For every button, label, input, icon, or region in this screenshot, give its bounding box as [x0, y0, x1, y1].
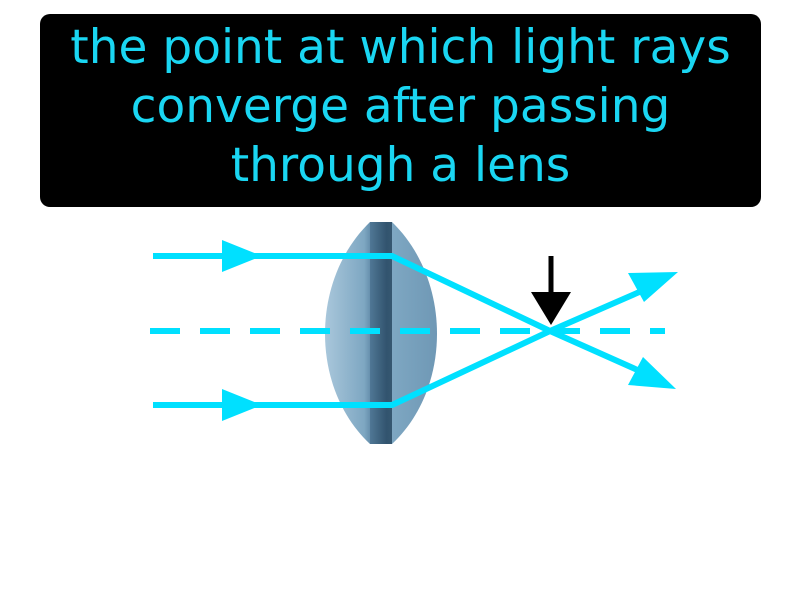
- definition-line-2: converge after passing: [130, 79, 671, 134]
- focal-point-pointer: [531, 256, 571, 325]
- down-arrow-icon: [531, 292, 571, 325]
- top-ray-arrow-icon: [222, 240, 262, 272]
- lens-center-band: [370, 222, 392, 444]
- top-ray-exit-arrow-icon: [628, 272, 678, 302]
- top-ray: [153, 240, 678, 334]
- definition-box: the point at which light rays converge a…: [40, 14, 761, 207]
- bottom-ray-arrow-icon: [222, 389, 262, 421]
- definition-line-1: the point at which light rays: [70, 20, 731, 75]
- top-ray-line: [153, 253, 662, 334]
- bottom-ray-line: [153, 328, 662, 408]
- convex-lens: [325, 222, 437, 444]
- bottom-ray: [153, 328, 676, 421]
- bottom-ray-exit-arrow-icon: [628, 357, 676, 389]
- definition-line-3: through a lens: [230, 138, 571, 193]
